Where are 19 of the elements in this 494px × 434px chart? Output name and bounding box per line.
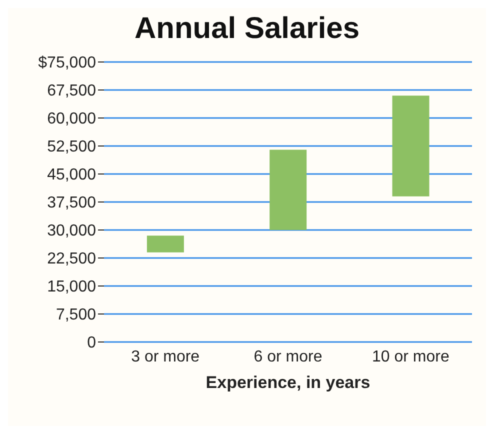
y-tick-label: 60,000 (47, 110, 96, 128)
bar (392, 96, 430, 196)
x-axis-title: Experience, in years (206, 373, 370, 392)
chart-title: Annual Salaries (133, 11, 361, 47)
x-tick-label: 6 or more (254, 348, 322, 366)
bar (270, 150, 307, 230)
y-tick-label: $75,000 (38, 54, 96, 72)
y-tick-label: 37,500 (47, 194, 96, 212)
y-tick-label: 0 (87, 334, 96, 352)
y-tick-label: 7,500 (56, 306, 96, 324)
y-tick-label: 30,000 (47, 222, 96, 240)
x-tick-label: 10 or more (372, 348, 450, 366)
y-tick-label: 67,500 (47, 82, 96, 100)
y-tick-label: 15,000 (47, 278, 96, 296)
y-tick-label: 22,500 (47, 250, 96, 268)
x-tick-label: 3 or more (131, 348, 200, 366)
y-tick-label: 45,000 (47, 166, 96, 184)
bar (146, 236, 184, 252)
y-tick-label: 52,500 (47, 138, 96, 156)
